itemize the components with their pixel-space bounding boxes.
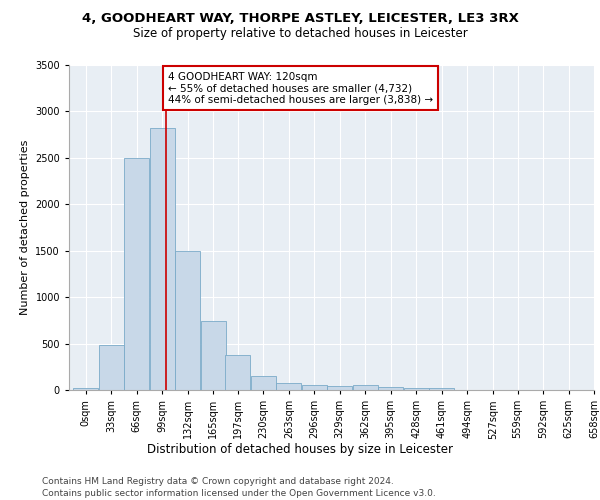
Bar <box>200 322 226 390</box>
Bar <box>149 128 175 390</box>
Bar <box>353 386 378 390</box>
Bar <box>327 386 352 390</box>
Bar <box>429 388 454 390</box>
Text: Distribution of detached houses by size in Leicester: Distribution of detached houses by size … <box>147 442 453 456</box>
Y-axis label: Number of detached properties: Number of detached properties <box>20 140 29 315</box>
Text: 4 GOODHEART WAY: 120sqm
← 55% of detached houses are smaller (4,732)
44% of semi: 4 GOODHEART WAY: 120sqm ← 55% of detache… <box>168 72 433 104</box>
Bar <box>98 346 124 390</box>
Bar <box>225 354 250 390</box>
Bar <box>124 158 149 390</box>
Text: Contains HM Land Registry data © Crown copyright and database right 2024.: Contains HM Land Registry data © Crown c… <box>42 478 394 486</box>
Text: Contains public sector information licensed under the Open Government Licence v3: Contains public sector information licen… <box>42 489 436 498</box>
Bar <box>404 388 429 390</box>
Bar <box>73 388 98 390</box>
Bar <box>378 387 403 390</box>
Text: Size of property relative to detached houses in Leicester: Size of property relative to detached ho… <box>133 28 467 40</box>
Bar <box>276 383 301 390</box>
Bar <box>175 250 200 390</box>
Bar <box>302 386 327 390</box>
Bar <box>251 376 276 390</box>
Text: 4, GOODHEART WAY, THORPE ASTLEY, LEICESTER, LE3 3RX: 4, GOODHEART WAY, THORPE ASTLEY, LEICEST… <box>82 12 518 26</box>
